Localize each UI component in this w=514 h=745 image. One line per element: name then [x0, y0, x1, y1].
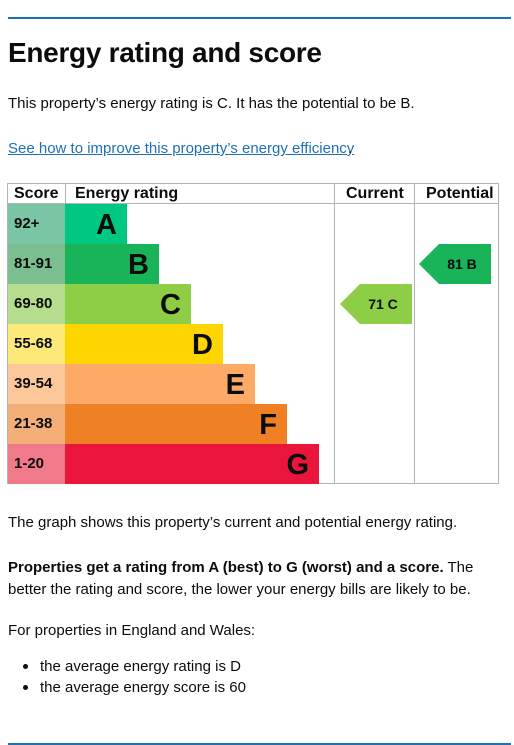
potential-column-divider — [414, 184, 415, 483]
list-item: the average energy rating is D — [23, 656, 246, 677]
band-letter-b: B — [128, 249, 149, 281]
band-bar-a: A — [65, 204, 127, 244]
band-score-c: 69-80 — [8, 284, 65, 324]
band-bar-c: C — [65, 284, 191, 324]
band-letter-e: E — [225, 369, 245, 401]
band-bar-b: B — [65, 244, 159, 284]
rating-intro: This property’s energy rating is C. It h… — [8, 95, 415, 112]
band-bar-e: E — [65, 364, 255, 404]
header-energy-rating: Energy rating — [75, 185, 179, 202]
header-divider — [8, 203, 498, 204]
band-score-a: 92+ — [8, 204, 65, 244]
bullet-icon — [23, 664, 28, 669]
band-bar-d: D — [65, 324, 223, 364]
potential-arrow-shape — [419, 244, 491, 284]
band-letter-g: G — [286, 449, 309, 481]
header-potential: Potential — [426, 185, 494, 202]
band-score-g: 1-20 — [8, 444, 65, 484]
band-bar-g: G — [65, 444, 319, 484]
ratings-explanation-bold: Properties get a rating from A (best) to… — [8, 559, 444, 576]
band-score-f: 21-38 — [8, 404, 65, 444]
score-column-divider — [65, 184, 66, 203]
band-letter-f: F — [259, 409, 277, 441]
band-letter-a: A — [96, 209, 117, 241]
current-rating-label: 71 C — [368, 296, 398, 312]
band-score-b: 81-91 — [8, 244, 65, 284]
region-note: For properties in England and Wales: — [8, 622, 256, 639]
potential-rating-arrow: 81 B — [419, 244, 491, 284]
bottom-divider — [8, 743, 511, 745]
energy-rating-chart: Score Energy rating Current Potential 92… — [7, 183, 499, 484]
band-bar-f: F — [65, 404, 287, 444]
current-arrow-shape — [340, 284, 412, 324]
header-current: Current — [346, 185, 404, 202]
bullet-icon — [23, 685, 28, 690]
improve-link-period: . — [348, 140, 353, 157]
improve-efficiency-link[interactable]: See how to improve this property’s energ… — [8, 140, 355, 157]
average-list: the average energy rating is D the avera… — [23, 656, 246, 698]
ratings-explanation-rest: The better the rating and score, the low… — [8, 559, 474, 598]
ratings-explanation: Properties get a rating from A (best) to… — [8, 557, 508, 601]
band-letter-d: D — [192, 329, 213, 361]
band-letter-c: C — [160, 289, 181, 321]
current-column-divider — [334, 184, 335, 483]
list-item: the average energy score is 60 — [23, 677, 246, 698]
band-score-e: 39-54 — [8, 364, 65, 404]
current-rating-arrow: 71 C — [340, 284, 412, 324]
graph-note: The graph shows this property’s current … — [8, 514, 458, 531]
band-score-d: 55-68 — [8, 324, 65, 364]
page-title: Energy rating and score — [8, 37, 322, 68]
header-score: Score — [14, 185, 59, 202]
top-divider — [8, 17, 511, 19]
potential-rating-label: 81 B — [447, 256, 477, 272]
